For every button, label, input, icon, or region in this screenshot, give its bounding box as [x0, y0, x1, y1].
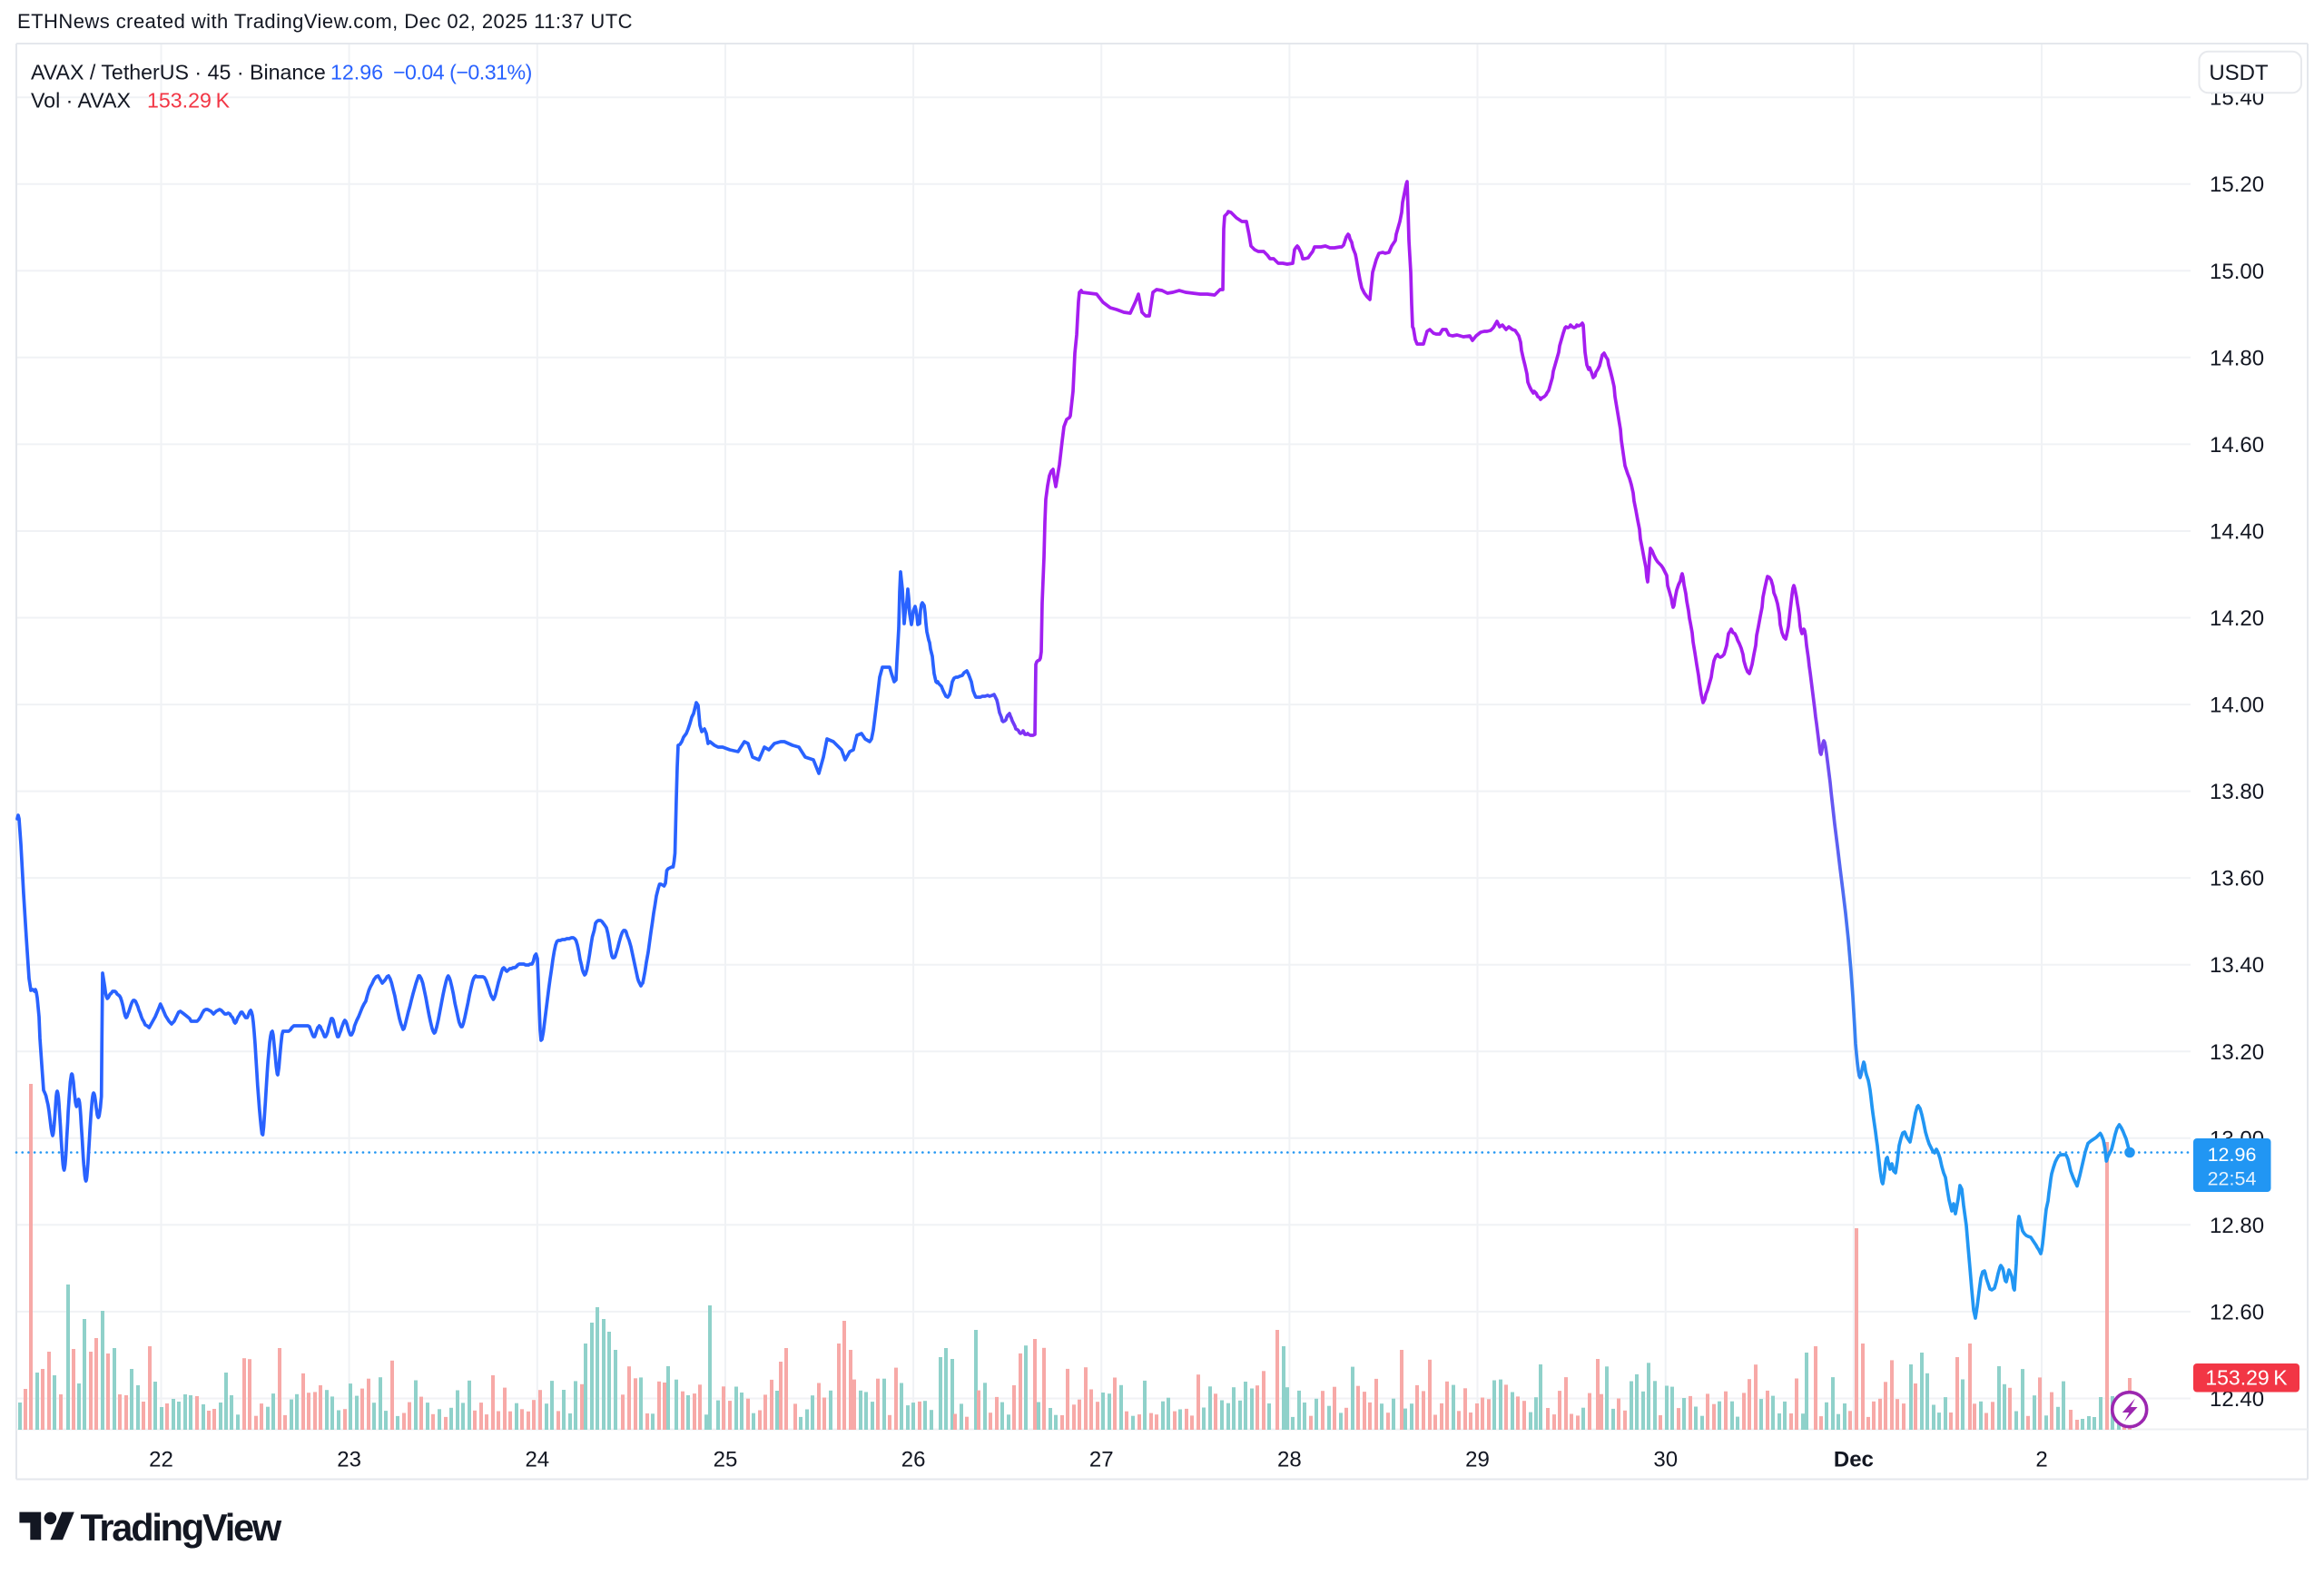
svg-text:14.20: 14.20 [2210, 606, 2264, 631]
svg-text:12.60: 12.60 [2210, 1300, 2264, 1324]
svg-text:22: 22 [149, 1448, 173, 1472]
svg-text:30: 30 [1653, 1448, 1678, 1472]
svg-text:25: 25 [714, 1448, 738, 1472]
svg-text:13.40: 13.40 [2210, 953, 2264, 978]
svg-text:28: 28 [1277, 1448, 1302, 1472]
svg-text:Vol · AVAX: Vol · AVAX [31, 89, 131, 113]
svg-text:USDT: USDT [2209, 61, 2269, 85]
svg-text:23: 23 [337, 1448, 361, 1472]
svg-text:22:54: 22:54 [2208, 1168, 2257, 1190]
svg-text:14.80: 14.80 [2210, 346, 2264, 370]
svg-text:12.96: 12.96 [330, 61, 383, 84]
svg-text:Dec: Dec [1834, 1448, 1874, 1472]
svg-text:24: 24 [525, 1448, 549, 1472]
svg-text:−0.04 (−0.31%): −0.04 (−0.31%) [393, 61, 532, 84]
svg-text:TradingView: TradingView [81, 1506, 282, 1549]
svg-text:13.60: 13.60 [2210, 867, 2264, 891]
svg-text:14.00: 14.00 [2210, 694, 2264, 718]
svg-text:13.20: 13.20 [2210, 1040, 2264, 1065]
svg-text:2: 2 [2035, 1448, 2047, 1472]
svg-text:153.29 K: 153.29 K [2205, 1366, 2288, 1390]
svg-text:27: 27 [1089, 1448, 1114, 1472]
svg-text:14.40: 14.40 [2210, 520, 2264, 545]
svg-text:12.80: 12.80 [2210, 1214, 2264, 1238]
svg-text:15.00: 15.00 [2210, 260, 2264, 284]
svg-text:26: 26 [901, 1448, 926, 1472]
svg-text:29: 29 [1465, 1448, 1490, 1472]
svg-text:14.60: 14.60 [2210, 433, 2264, 458]
svg-text:12.96: 12.96 [2208, 1144, 2257, 1166]
svg-text:AVAX / TetherUS · 45 · Binance: AVAX / TetherUS · 45 · Binance [31, 61, 326, 84]
svg-text:13.80: 13.80 [2210, 780, 2264, 804]
svg-text:153.29 K: 153.29 K [147, 89, 231, 113]
svg-text:ETHNews created with TradingVi: ETHNews created with TradingView.com, De… [17, 10, 633, 33]
svg-text:15.20: 15.20 [2210, 172, 2264, 197]
